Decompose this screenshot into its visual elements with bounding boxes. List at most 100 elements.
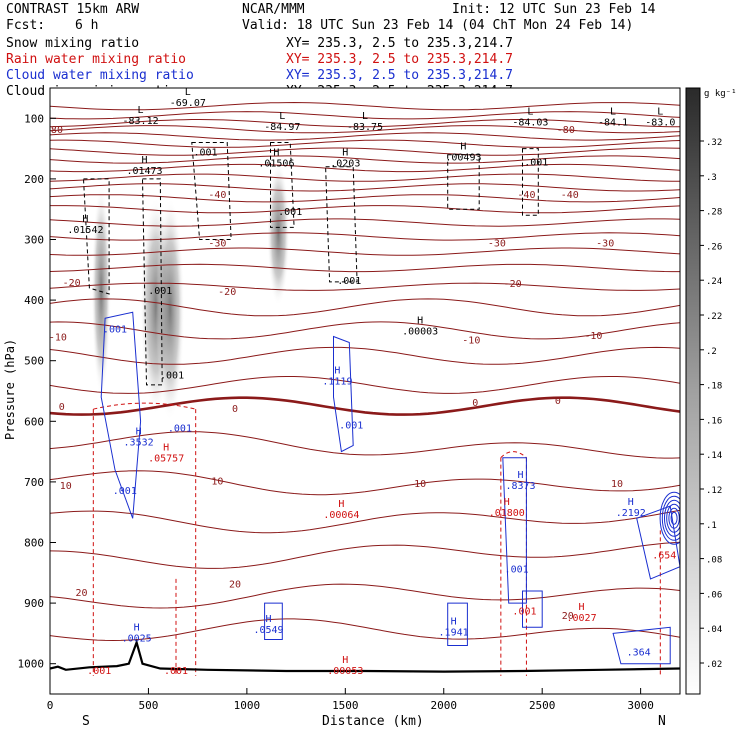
- temperature-contour: [50, 132, 680, 141]
- temperature-contour: [50, 111, 680, 120]
- y-tick-label: 900: [24, 597, 44, 610]
- temperature-contour: [50, 173, 680, 182]
- north-label: N: [658, 714, 666, 729]
- extremum-value: .8373: [505, 481, 535, 492]
- temperature-label: -30: [33, 239, 51, 250]
- extremum-value: .001: [87, 666, 111, 677]
- temperature-label: -10: [584, 331, 602, 342]
- extremum-value: -83.75: [347, 122, 383, 133]
- extremum-value: -83.12: [123, 116, 159, 127]
- y-tick-label: 400: [24, 294, 44, 307]
- temperature-contour: [50, 431, 680, 459]
- colorbar-tick-label: .1: [706, 521, 717, 531]
- temperature-label: 10: [414, 479, 426, 490]
- cloud-ice-contour: [522, 148, 539, 216]
- extremum-marker: H: [451, 617, 457, 628]
- center-title: NCAR/MMM: [242, 2, 305, 17]
- extremum-value: .001: [339, 420, 363, 431]
- cloud-water-contour: [264, 602, 283, 640]
- extremum-value: .001: [505, 565, 529, 576]
- temperature-label: -40: [208, 190, 226, 201]
- cloud-water-contour: [668, 507, 680, 529]
- y-tick-label: 700: [24, 476, 44, 489]
- temperature-label: 10: [60, 481, 72, 492]
- extremum-marker: H: [163, 443, 169, 454]
- temperature-contour: [50, 247, 680, 256]
- init-time: Init: 12 UTC Sun 23 Feb 14: [452, 2, 656, 17]
- temperature-contour: [50, 298, 680, 317]
- extremum-value: .0025: [122, 634, 152, 645]
- extremum-marker: H: [273, 148, 279, 159]
- temperature-label: -30: [488, 239, 506, 250]
- temperature-contour: [50, 147, 680, 156]
- field-name: Snow mixing ratio: [6, 36, 139, 51]
- temperature-label: -80: [557, 125, 575, 136]
- model-title: CONTRAST 15km ARW: [6, 2, 139, 17]
- temperature-contour: [50, 509, 680, 534]
- extremum-marker: H: [136, 426, 142, 437]
- extremum-marker: L: [279, 111, 285, 122]
- temperature-label: 0: [555, 396, 561, 407]
- colorbar-tick-label: .28: [706, 208, 722, 218]
- cloud-ice-contour: [270, 142, 295, 228]
- cloud-ice-contour: [82, 178, 110, 295]
- contour-labels: -80 -80 -40 -40 -40 -40 -30 -30 -30 -30 -20 -20 -20 -…: [33, 87, 676, 677]
- temperature-label: -80: [45, 125, 63, 136]
- cloud-ice-contour: [191, 142, 232, 240]
- cloud-water-contour: [447, 602, 468, 646]
- colorbar-tick-label: .02: [706, 660, 722, 670]
- temperature-contour: [50, 218, 680, 227]
- cloud-water-contour: [502, 457, 527, 604]
- extremum-value: .00064: [323, 510, 359, 521]
- rain-contour: [500, 451, 527, 459]
- cloud-water-contour: [612, 626, 671, 665]
- colorbar-tick-label: .22: [706, 312, 722, 322]
- temperature-contour: [50, 163, 680, 173]
- x-tick-label: 3000: [627, 699, 654, 712]
- extremum-value: .0549: [253, 625, 283, 636]
- terrain: [50, 638, 680, 673]
- y-tick-label: 300: [24, 234, 44, 247]
- freezing-level-contour: [50, 396, 680, 416]
- extremum-marker: H: [134, 623, 140, 634]
- temperature-contour: [50, 583, 680, 609]
- extremum-marker: H: [266, 614, 272, 625]
- temperature-label: -10: [462, 335, 480, 346]
- temperature-contour: [50, 101, 680, 111]
- cloud-water-contour: [659, 491, 680, 545]
- cloud-water-contour: [636, 505, 680, 580]
- extremum-value: .001: [148, 286, 172, 297]
- temperature-contour: [50, 376, 680, 394]
- colorbar-ticks: .02 .04 .06 .08 .1 .12 .14 .16 .18 .2 .22 .24 .26 .28…: [700, 138, 722, 670]
- colorbar-tick-label: .14: [706, 451, 722, 461]
- extremum-value: .01800: [489, 508, 525, 519]
- cloud-water-contour: [666, 503, 680, 533]
- extremum-marker: L: [362, 111, 368, 122]
- extremum-value: .654: [652, 551, 676, 562]
- field-name: Rain water mixing ratio: [6, 52, 186, 67]
- field-xy: XY= 235.3, 2.5 to 235.3,214.7: [286, 68, 513, 83]
- extremum-value: .001: [337, 276, 361, 287]
- temperature-contour: [50, 194, 680, 203]
- extremum-marker: H: [342, 655, 348, 666]
- extremum-marker: L: [657, 106, 663, 117]
- field-name: Cloud water mixing ratio: [6, 68, 194, 83]
- extremum-marker: L: [610, 106, 616, 117]
- extremum-value: .001: [168, 423, 192, 434]
- temperature-contour: [50, 139, 680, 148]
- extremum-value: .05757: [148, 454, 184, 465]
- extremum-marker: L: [185, 87, 191, 98]
- extremum-marker: H: [342, 148, 348, 159]
- extremum-marker: L: [527, 106, 533, 117]
- colorbar-tick-label: .16: [706, 416, 722, 426]
- fcst-label: Fcst:: [6, 18, 45, 33]
- temperature-contour: [50, 618, 680, 642]
- y-tick-label: 1000: [18, 658, 45, 671]
- cloud-water-contour: [663, 499, 680, 537]
- snow-plume: [155, 197, 185, 422]
- x-tick-label: 1500: [332, 699, 359, 712]
- south-label: S: [82, 714, 90, 729]
- y-axis-title: Pressure (hPa): [3, 339, 17, 440]
- extremum-marker: H: [579, 602, 585, 613]
